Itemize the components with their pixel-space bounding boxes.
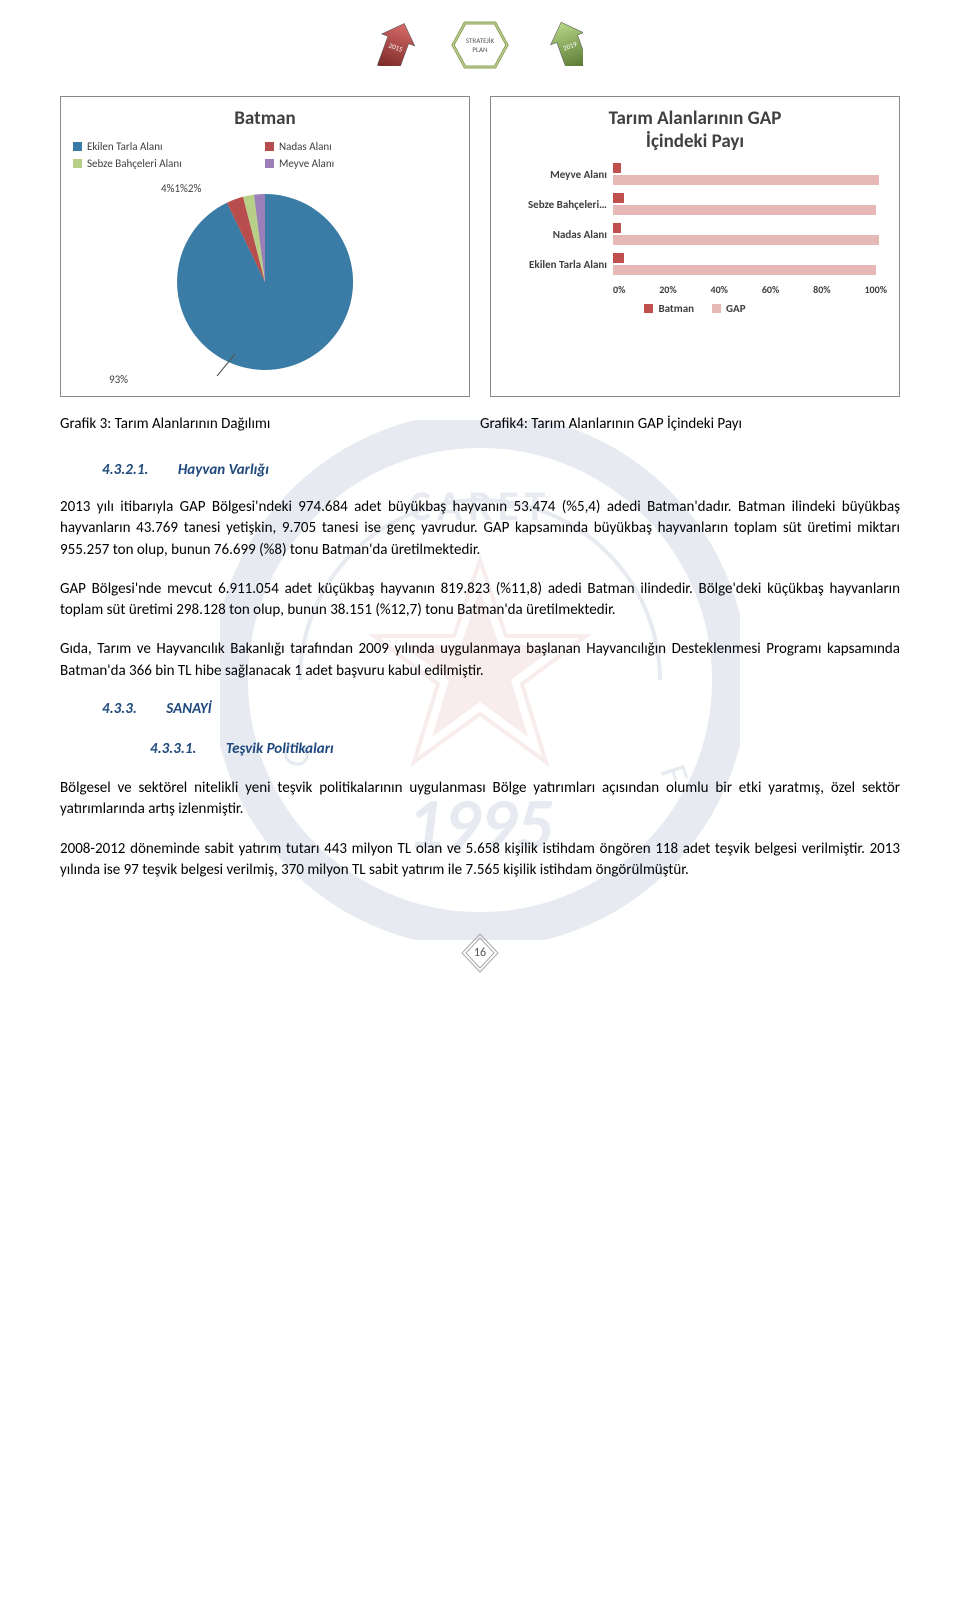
bar-segment [613, 223, 621, 233]
pie-caption: Grafik 3: Tarım Alanlarının Dağılımı [60, 415, 480, 433]
bar-row: Sebze Bahçeleri… [503, 193, 887, 215]
bar-segment [613, 193, 624, 203]
paragraph: Gıda, Tarım ve Hayvancılık Bakanlığı tar… [60, 639, 900, 682]
axis-tick: 80% [813, 283, 830, 296]
pie-chart-panel: Batman Ekilen Tarla Alanı Nadas Alanı Se… [60, 96, 470, 397]
paragraph: Bölgesel ve sektörel nitelikli yeni teşv… [60, 778, 900, 821]
section-heading: 4.3.2.1. Hayvan Varlığı [102, 461, 900, 479]
bar-chart-panel: Tarım Alanlarının GAP İçindeki Payı Meyv… [490, 96, 900, 397]
bar-track [613, 253, 887, 275]
pie-legend: Ekilen Tarla Alanı Nadas Alanı Sebze Bah… [73, 140, 457, 174]
bar-segment [613, 235, 879, 245]
bar-chart-title: Tarım Alanlarının GAP İçindeki Payı [503, 107, 887, 153]
swatch [73, 142, 82, 151]
pie-legend-item: Nadas Alanı [265, 140, 445, 153]
bar-segment [613, 265, 876, 275]
page-number: 16 [474, 946, 486, 960]
pie-legend-label: Sebze Bahçeleri Alanı [87, 157, 182, 170]
bar-legend-item: GAP [712, 302, 746, 315]
bar-caption: Grafik4: Tarım Alanlarının GAP İçindeki … [480, 415, 900, 433]
axis-tick: 0% [613, 283, 625, 296]
axis-tick: 20% [659, 283, 676, 296]
section-title: Teşvik Politikaları [226, 740, 334, 758]
pie-legend-item: Meyve Alanı [265, 157, 445, 170]
section-number: 4.3.3.1. [150, 740, 196, 758]
left-arrow-badge: 2015 [377, 20, 433, 66]
bar-legend-label: GAP [726, 302, 746, 315]
bar-row: Nadas Alanı [503, 223, 887, 245]
page-number-ornament: 16 [60, 931, 900, 980]
hex-label-2: PLAN [472, 45, 488, 54]
bar-category-label: Meyve Alanı [503, 168, 613, 181]
section-heading: 4.3.3. SANAYİ [102, 700, 900, 718]
paragraph: GAP Bölgesi'nde mevcut 6.911.054 adet kü… [60, 579, 900, 622]
swatch [644, 304, 653, 313]
swatch [73, 159, 82, 168]
bar-row: Ekilen Tarla Alanı [503, 253, 887, 275]
pie-legend-item: Sebze Bahçeleri Alanı [73, 157, 253, 170]
bar-track [613, 193, 887, 215]
swatch [712, 304, 721, 313]
section-number: 4.3.2.1. [102, 461, 148, 479]
paragraph: 2008-2012 döneminde sabit yatırım tutarı… [60, 839, 900, 882]
bar-category-label: Ekilen Tarla Alanı [503, 258, 613, 271]
paragraph: 2013 yılı itibarıyla GAP Bölgesi'ndeki 9… [60, 497, 900, 561]
pie-chart-title: Batman [73, 107, 457, 130]
bar-segment [613, 253, 624, 263]
section-number: 4.3.3. [102, 700, 137, 718]
charts-row: Batman Ekilen Tarla Alanı Nadas Alanı Se… [60, 96, 900, 397]
bar-row: Meyve Alanı [503, 163, 887, 185]
bar-legend-label: Batman [658, 302, 694, 315]
bar-segment [613, 175, 879, 185]
bar-track [613, 223, 887, 245]
header-badges: 2015 STRATEJİK PLAN 2019 [60, 20, 900, 70]
bar-legend: Batman GAP [503, 302, 887, 315]
pie-legend-label: Nadas Alanı [279, 140, 332, 153]
right-arrow-badge: 2019 [527, 20, 583, 66]
section-title: SANAYİ [166, 700, 211, 718]
pie-legend-item: Ekilen Tarla Alanı [73, 140, 253, 153]
pie-legend-label: Ekilen Tarla Alanı [87, 140, 163, 153]
axis-tick: 40% [711, 283, 728, 296]
axis-tick: 100% [864, 283, 887, 296]
pie-legend-label: Meyve Alanı [279, 157, 334, 170]
bar-segment [613, 163, 621, 173]
axis-tick: 60% [762, 283, 779, 296]
swatch [265, 142, 274, 151]
bar-segment [613, 205, 876, 215]
section-title: Hayvan Varlığı [178, 461, 269, 479]
bar-x-axis: 0% 20% 40% 60% 80% 100% [503, 283, 887, 296]
pie-chart: 4%1%2% 93% [73, 182, 457, 382]
hex-label-1: STRATEJİK [466, 36, 495, 45]
swatch [265, 159, 274, 168]
bar-chart: Meyve Alanı Sebze Bahçeleri… Nadas Alanı Ek… [503, 163, 887, 315]
center-hex-badge: STRATEJİK PLAN [451, 20, 509, 70]
bar-track [613, 163, 887, 185]
bar-category-label: Sebze Bahçeleri… [503, 198, 613, 211]
bar-category-label: Nadas Alanı [503, 228, 613, 241]
bar-legend-item: Batman [644, 302, 694, 315]
section-heading: 4.3.3.1. Teşvik Politikaları [150, 740, 900, 758]
pie-main-pct-label: 93% [109, 373, 128, 386]
chart-captions: Grafik 3: Tarım Alanlarının Dağılımı Gra… [60, 415, 900, 433]
